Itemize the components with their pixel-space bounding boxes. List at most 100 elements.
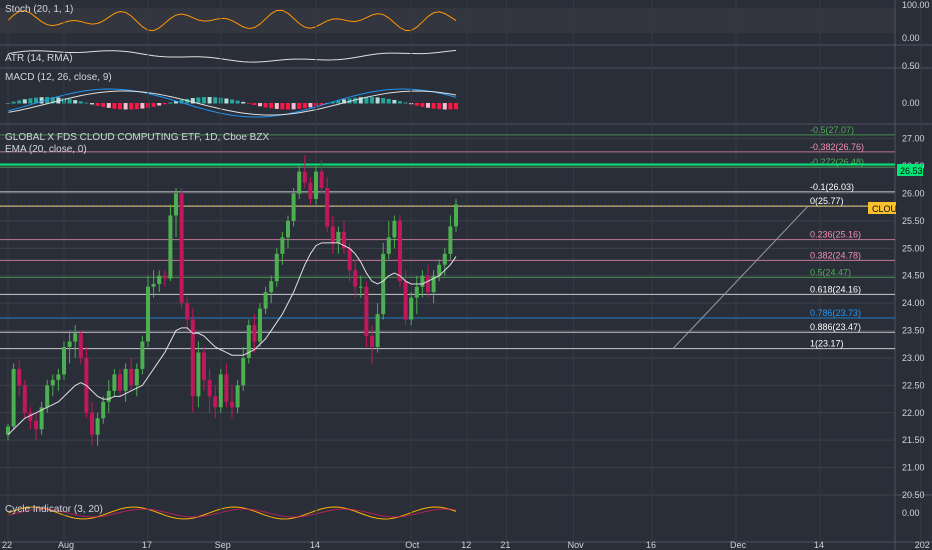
candle [420, 275, 425, 287]
candle [28, 412, 33, 421]
candle [319, 171, 324, 189]
cycle-signal-line [7, 508, 457, 518]
macd-bar [291, 103, 296, 110]
candle [213, 396, 218, 408]
candle [11, 368, 16, 427]
candle [302, 171, 307, 183]
candle [101, 401, 106, 419]
y-tick-label: 21.00 [902, 463, 925, 473]
macd-bar [196, 97, 201, 104]
macd-bar [442, 103, 447, 110]
macd-bar [84, 102, 89, 104]
macd-bar [106, 103, 111, 108]
candle [386, 237, 391, 254]
macd-bar [426, 103, 430, 108]
x-tick-label: 12 [461, 540, 471, 550]
x-tick-label: 14 [814, 540, 824, 550]
candle [34, 421, 38, 430]
cycle-line [7, 506, 457, 520]
candle [224, 374, 229, 402]
candle [95, 418, 100, 435]
macd-line [7, 88, 457, 118]
y-tick-label: 25.50 [902, 216, 925, 226]
ema-line [7, 242, 457, 436]
macd-bar [45, 97, 50, 104]
symbol-tag-text: CLOU [872, 204, 897, 214]
x-tick-label: 16 [646, 540, 656, 550]
macd-bar [454, 103, 458, 110]
macd-bar [286, 103, 290, 110]
macd-bar [448, 103, 453, 110]
candle [336, 231, 341, 243]
candle [56, 374, 61, 380]
macd-bar [431, 103, 436, 109]
fib-label: 0.5(24.47) [810, 267, 851, 277]
macd-bar [151, 103, 156, 107]
macd-bar [28, 98, 33, 104]
candle [437, 264, 442, 276]
symbol-tag [868, 202, 896, 214]
macd-bar [11, 101, 16, 104]
macd-bar [50, 97, 55, 104]
candle [252, 325, 257, 342]
macd-bar [280, 103, 285, 110]
x-tick-label: 21 [500, 540, 510, 550]
y-tick-label: 24.00 [902, 298, 925, 308]
candle [112, 374, 117, 391]
macd-bar [168, 102, 173, 104]
last-price-tag [897, 164, 923, 176]
candle [241, 357, 246, 386]
candle [50, 379, 55, 386]
candle [157, 275, 162, 284]
macd-bar [112, 103, 117, 109]
macd-bar [258, 103, 262, 107]
stoch-band [0, 8, 895, 33]
macd-bar [202, 97, 206, 104]
candle [274, 253, 279, 282]
fib-label: 0.382(24.78) [810, 250, 861, 260]
candle [246, 325, 251, 358]
macd-bar [118, 103, 122, 110]
candle [330, 226, 335, 243]
candle [151, 283, 156, 287]
macd-bar [174, 101, 178, 104]
candle [409, 297, 414, 320]
fib-label: -0.1(26.03) [810, 182, 854, 192]
candle [6, 426, 10, 435]
fib-label: 0(25.77) [810, 196, 844, 206]
macd-bar [241, 101, 246, 104]
macd-bar [73, 100, 78, 104]
y-tick-label: 23.50 [902, 326, 925, 336]
fib-label: 0.236(25.16) [810, 230, 861, 240]
macd-bar [207, 97, 212, 104]
fib-label: -0.382(26.76) [810, 142, 864, 152]
ema-legend: EMA (20, close, 0) [5, 144, 87, 155]
candle [90, 412, 94, 435]
candle [17, 368, 22, 386]
y-tick-label: 24.50 [902, 271, 925, 281]
macd-bar [67, 99, 72, 104]
macd-bar [336, 100, 341, 104]
candle [168, 215, 173, 279]
fib-trendline [672, 205, 809, 349]
macd-bar [297, 103, 302, 109]
macd-bar [403, 102, 408, 104]
cycle-label: Cycle Indicator (3, 20) [5, 504, 103, 515]
macd-bar [39, 97, 44, 104]
macd-bar [78, 101, 83, 104]
macd-bar [134, 103, 139, 110]
y-tick-label: 22.50 [902, 380, 925, 390]
macd-bar [17, 100, 22, 104]
macd-bar [190, 98, 195, 104]
macd-bar [185, 98, 190, 104]
macd-tick: 0.00 [902, 98, 920, 108]
candle [218, 374, 223, 408]
candle [364, 286, 369, 337]
candle [269, 281, 274, 293]
macd-bar [358, 97, 363, 104]
candle [162, 275, 167, 279]
candle [62, 347, 66, 375]
candle [448, 226, 453, 254]
